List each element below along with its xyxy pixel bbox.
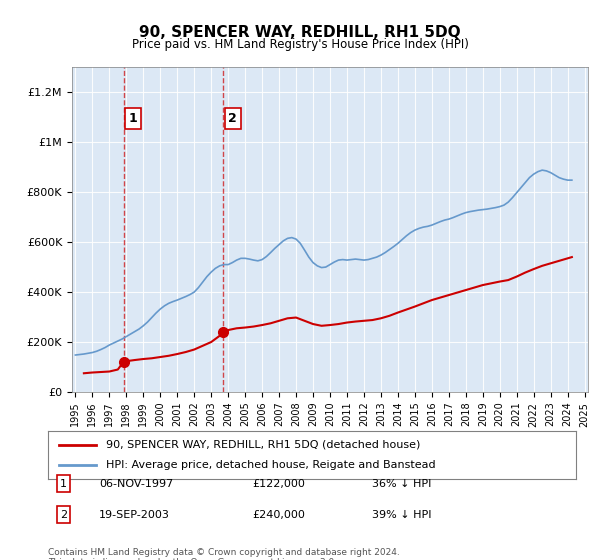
Text: 06-NOV-1997: 06-NOV-1997 — [99, 479, 173, 489]
Text: 19-SEP-2003: 19-SEP-2003 — [99, 510, 170, 520]
Text: Price paid vs. HM Land Registry's House Price Index (HPI): Price paid vs. HM Land Registry's House … — [131, 38, 469, 51]
Text: 2: 2 — [60, 510, 67, 520]
Text: 1: 1 — [129, 112, 137, 125]
Text: 36% ↓ HPI: 36% ↓ HPI — [372, 479, 431, 489]
Text: 90, SPENCER WAY, REDHILL, RH1 5DQ: 90, SPENCER WAY, REDHILL, RH1 5DQ — [139, 25, 461, 40]
Text: HPI: Average price, detached house, Reigate and Banstead: HPI: Average price, detached house, Reig… — [106, 460, 436, 470]
Text: Contains HM Land Registry data © Crown copyright and database right 2024.
This d: Contains HM Land Registry data © Crown c… — [48, 548, 400, 560]
Text: 2: 2 — [229, 112, 237, 125]
Text: 39% ↓ HPI: 39% ↓ HPI — [372, 510, 431, 520]
Text: 90, SPENCER WAY, REDHILL, RH1 5DQ (detached house): 90, SPENCER WAY, REDHILL, RH1 5DQ (detac… — [106, 440, 421, 450]
Text: £122,000: £122,000 — [252, 479, 305, 489]
Text: 1: 1 — [60, 479, 67, 489]
Text: £240,000: £240,000 — [252, 510, 305, 520]
